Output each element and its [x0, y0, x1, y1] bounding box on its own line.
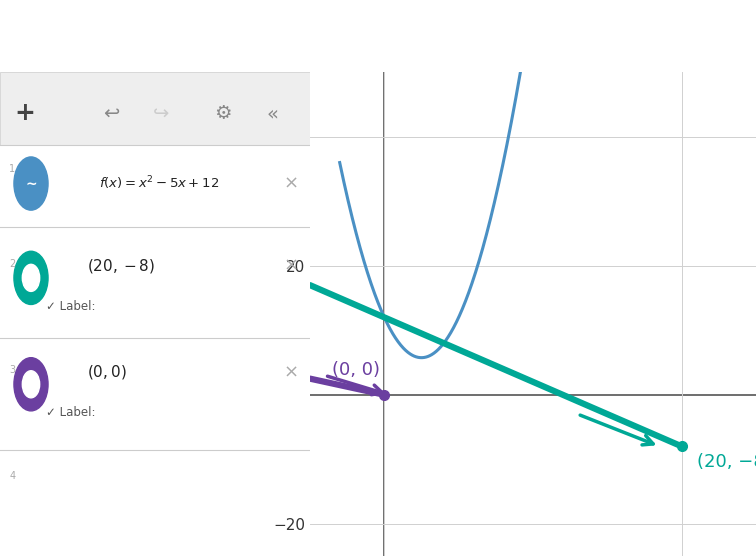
Text: ↪: ↪	[153, 104, 169, 123]
Circle shape	[23, 264, 39, 291]
Text: ≡: ≡	[17, 24, 38, 48]
Text: ∼: ∼	[25, 177, 37, 191]
Text: ↩: ↩	[104, 104, 119, 123]
Text: ×: ×	[284, 175, 299, 192]
Circle shape	[14, 157, 48, 210]
Circle shape	[14, 251, 48, 305]
Text: Untitled Graph: Untitled Graph	[57, 27, 206, 45]
Text: ×: ×	[284, 363, 299, 381]
Text: $f(x) = x^{2} - 5x + 12$: $f(x) = x^{2} - 5x + 12$	[99, 175, 219, 192]
Text: ✓ Label:: ✓ Label:	[46, 300, 96, 313]
Circle shape	[14, 358, 48, 411]
Text: «: «	[267, 104, 279, 123]
Text: (20, −8): (20, −8)	[696, 453, 756, 471]
Text: desmos: desmos	[590, 22, 708, 51]
Text: 2: 2	[9, 259, 16, 269]
Text: 3: 3	[9, 365, 15, 375]
Text: ⚙: ⚙	[215, 104, 232, 123]
Text: +: +	[14, 101, 36, 126]
Text: 1: 1	[9, 164, 15, 174]
Text: (0, 0): (0, 0)	[332, 361, 380, 379]
Text: ×: ×	[284, 257, 299, 275]
FancyBboxPatch shape	[0, 72, 310, 145]
Circle shape	[23, 371, 39, 398]
Text: $(20, -8)$: $(20, -8)$	[87, 257, 155, 275]
Text: 4: 4	[9, 471, 15, 481]
Text: ✓ Label:: ✓ Label:	[46, 406, 96, 419]
Text: $(0, 0)$: $(0, 0)$	[87, 363, 126, 381]
